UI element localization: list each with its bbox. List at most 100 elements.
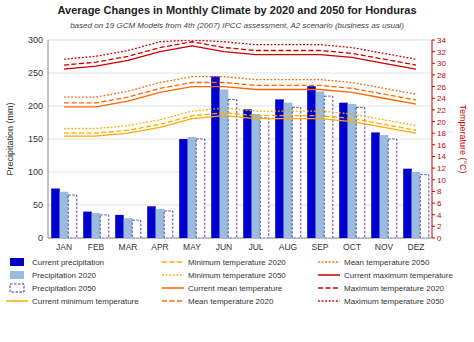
subtitle: based on 19 GCM Models from 4th (2007) I… bbox=[70, 21, 404, 30]
line bbox=[64, 46, 416, 69]
bar bbox=[420, 175, 429, 238]
x-tick-label: AUG bbox=[279, 242, 297, 252]
bar bbox=[403, 169, 412, 238]
legend-swatch bbox=[162, 300, 184, 302]
bar bbox=[179, 139, 188, 238]
bar bbox=[132, 220, 141, 238]
y2-tick-label: 28 bbox=[437, 71, 446, 80]
line bbox=[64, 113, 416, 133]
bar bbox=[324, 96, 333, 238]
legend-swatch bbox=[10, 258, 24, 266]
bar bbox=[83, 212, 92, 238]
legend-label: Maximum temperature 2050 bbox=[344, 297, 445, 306]
bar bbox=[275, 99, 284, 238]
line bbox=[64, 108, 416, 128]
line bbox=[64, 87, 416, 107]
legend-label: Current minimum temperature bbox=[32, 297, 139, 306]
axes: 0501001502002503000246810121416182022242… bbox=[5, 35, 468, 252]
bar bbox=[348, 104, 357, 238]
x-tick-label: SEP bbox=[311, 242, 328, 252]
bar bbox=[412, 172, 421, 238]
grid-line bbox=[48, 73, 432, 74]
bar bbox=[124, 218, 133, 238]
x-tick-label: OCT bbox=[343, 242, 361, 252]
y2-tick-label: 0 bbox=[437, 234, 442, 243]
legend-item: Mean temperature 2050 bbox=[318, 258, 430, 267]
bar bbox=[51, 189, 60, 239]
y2-tick-label: 20 bbox=[437, 118, 446, 127]
legend-item: Precipitation 2050 bbox=[10, 284, 97, 293]
legend-item: Mean temperature 2020 bbox=[162, 297, 274, 306]
legend-label: Minimum temperature 2020 bbox=[188, 258, 286, 267]
y2-tick-label: 6 bbox=[437, 199, 442, 208]
grid-line bbox=[48, 40, 432, 41]
legend-item: Current precipitation bbox=[10, 258, 104, 267]
line bbox=[64, 42, 416, 65]
y-tick-label: 0 bbox=[38, 233, 43, 243]
bar bbox=[156, 209, 165, 238]
y-axis-title: Precipitation (mm) bbox=[5, 102, 15, 175]
bar bbox=[252, 114, 261, 238]
bar bbox=[228, 99, 237, 238]
y2-tick-label: 24 bbox=[437, 94, 446, 103]
y2-tick-label: 4 bbox=[437, 211, 442, 220]
legend-label: Mean temperature 2050 bbox=[344, 258, 430, 267]
legend-item: Minimum temperature 2020 bbox=[162, 258, 286, 267]
x-tick-label: JUN bbox=[216, 242, 233, 252]
bar bbox=[260, 118, 269, 238]
y2-tick-label: 2 bbox=[437, 222, 442, 231]
legend-swatch bbox=[318, 300, 340, 302]
legend-swatch bbox=[10, 271, 24, 279]
legend-item: Current maximum temperature bbox=[318, 271, 453, 280]
chart: Average Changes in Monthly Climate by 20… bbox=[0, 0, 474, 342]
x-tick-label: FEB bbox=[88, 242, 105, 252]
y-tick-label: 150 bbox=[28, 134, 43, 144]
y2-tick-label: 12 bbox=[437, 164, 446, 173]
y-tick-label: 300 bbox=[28, 35, 43, 45]
legend-item: Current minimum temperature bbox=[6, 297, 139, 306]
y-tick-label: 50 bbox=[33, 200, 43, 210]
legend-label: Minimum temperature 2050 bbox=[188, 271, 286, 280]
legend-label: Precipitation 2050 bbox=[32, 284, 97, 293]
legend-item: Maximum temperature 2020 bbox=[318, 284, 445, 293]
y2-tick-label: 32 bbox=[437, 48, 446, 57]
y-tick-label: 100 bbox=[28, 167, 43, 177]
x-tick-label: JAN bbox=[56, 242, 72, 252]
bar bbox=[92, 213, 101, 238]
legend-label: Current mean temperature bbox=[188, 284, 283, 293]
bar bbox=[100, 215, 109, 238]
legend-item: Current mean temperature bbox=[162, 284, 283, 293]
bar bbox=[284, 103, 293, 238]
bar bbox=[292, 107, 301, 238]
bar bbox=[339, 103, 348, 238]
bar bbox=[196, 139, 205, 238]
bar bbox=[60, 192, 69, 238]
line bbox=[64, 77, 416, 97]
y2-tick-label: 22 bbox=[437, 106, 446, 115]
bar bbox=[211, 76, 220, 238]
bar bbox=[68, 195, 77, 238]
bar bbox=[243, 109, 252, 238]
legend-label: Mean temperature 2020 bbox=[188, 297, 274, 306]
legend-swatch bbox=[162, 261, 184, 263]
legend-label: Current maximum temperature bbox=[344, 271, 453, 280]
y2-tick-label: 34 bbox=[437, 36, 446, 45]
x-tick-label: MAY bbox=[183, 242, 201, 252]
legend-item: Maximum temperature 2050 bbox=[318, 297, 445, 306]
plot-data bbox=[51, 40, 429, 238]
line bbox=[64, 83, 416, 103]
legend-label: Current precipitation bbox=[32, 258, 104, 267]
legend-item: Minimum temperature 2050 bbox=[162, 271, 286, 280]
y2-tick-label: 8 bbox=[437, 187, 442, 196]
y2-axis-line bbox=[432, 40, 433, 238]
bar bbox=[371, 132, 380, 238]
legend-item: Precipitation 2020 bbox=[10, 271, 97, 280]
x-tick-label: JUL bbox=[248, 242, 263, 252]
y-axis-line bbox=[48, 40, 49, 238]
bar bbox=[188, 137, 197, 238]
line bbox=[64, 40, 416, 59]
bar bbox=[388, 139, 397, 238]
y2-tick-label: 18 bbox=[437, 129, 446, 138]
y2-tick-label: 14 bbox=[437, 152, 446, 161]
legend-swatch bbox=[10, 284, 24, 292]
